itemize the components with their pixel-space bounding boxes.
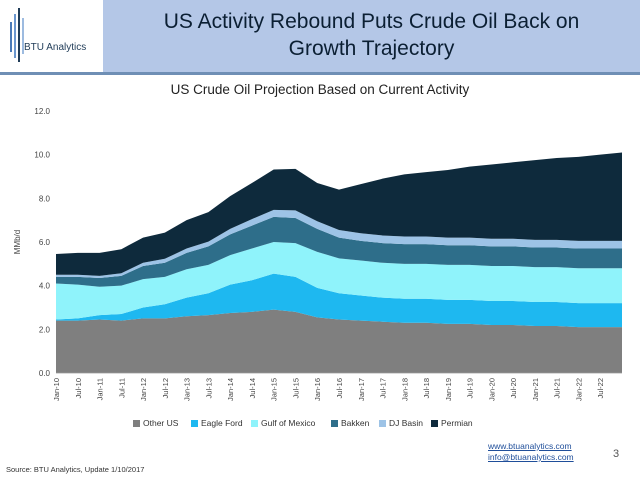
logo: BTU Analytics <box>0 0 103 72</box>
x-tick-label: Jul-20 <box>509 378 518 398</box>
x-tick-label: Jul-13 <box>204 378 213 398</box>
x-tick-label: Jul-19 <box>466 378 475 398</box>
source-note: Source: BTU Analytics, Update 1/10/2017 <box>6 465 145 474</box>
x-tick-label: Jul-22 <box>596 378 605 398</box>
x-tick-label: Jul-17 <box>379 378 388 398</box>
legend-label-bakken: Bakken <box>341 418 370 428</box>
legend-label-permian: Permian <box>441 418 473 428</box>
logo-text: BTU Analytics <box>24 42 87 53</box>
legend-label-dj-basin: DJ Basin <box>389 418 423 428</box>
x-tick-label: Jan-19 <box>444 378 453 401</box>
x-tick-label: Jul-16 <box>335 378 344 398</box>
x-tick-label: Jul-10 <box>74 378 83 398</box>
page-title: US Activity Rebound Puts Crude Oil Back … <box>103 8 640 62</box>
area-bakken <box>56 216 622 287</box>
legend-swatch-gulf-of-mexico <box>251 420 258 427</box>
area-dj-basin <box>56 209 622 279</box>
x-tick-label: Jul-14 <box>248 378 257 398</box>
y-tick-label: 8.0 <box>39 194 51 203</box>
logo-bars-icon <box>10 8 24 62</box>
area-eagle-ford <box>56 273 622 328</box>
x-tick-label: Jan-13 <box>183 378 192 401</box>
title-rule <box>0 72 640 75</box>
legend-swatch-other-us <box>133 420 140 427</box>
legend-label-other-us: Other US <box>143 418 179 428</box>
contact-links: www.btuanalytics.com info@btuanalytics.c… <box>488 441 574 463</box>
x-tick-label: Jan-17 <box>357 378 366 401</box>
y-tick-label: 12.0 <box>34 107 50 116</box>
email-link[interactable]: info@btuanalytics.com <box>488 452 574 462</box>
area-other-us <box>56 309 622 373</box>
legend-swatch-bakken <box>331 420 338 427</box>
legend-swatch-eagle-ford <box>191 420 198 427</box>
x-tick-label: Jan-15 <box>270 378 279 401</box>
y-tick-label: 0.0 <box>39 369 51 378</box>
y-tick-label: 4.0 <box>39 282 51 291</box>
title-banner: US Activity Rebound Puts Crude Oil Back … <box>103 0 640 72</box>
x-tick-label: Jan-14 <box>226 378 235 401</box>
x-tick-label: Jan-18 <box>400 378 409 401</box>
legend-swatch-permian <box>431 420 438 427</box>
chart-title: US Crude Oil Projection Based on Current… <box>170 82 470 97</box>
area-permian <box>56 152 622 276</box>
x-tick-label: Jan-10 <box>52 378 61 401</box>
x-tick-label: Jan-11 <box>96 378 105 400</box>
x-tick-label: Jan-21 <box>531 378 540 401</box>
x-tick-label: Jan-16 <box>313 378 322 401</box>
page-title-line1: US Activity Rebound Puts Crude Oil Back … <box>163 10 580 33</box>
page-title-line2: Growth Trajectory <box>288 37 455 60</box>
y-axis-label: MMb/d <box>13 230 22 254</box>
website-link[interactable]: www.btuanalytics.com <box>488 441 572 451</box>
y-tick-label: 10.0 <box>34 151 50 160</box>
x-tick-label: Jul-21 <box>553 378 562 398</box>
legend-label-eagle-ford: Eagle Ford <box>201 418 243 428</box>
x-tick-label: Jul-18 <box>422 378 431 398</box>
area-gulf-of-mexico <box>56 242 622 320</box>
y-tick-label: 2.0 <box>39 325 51 334</box>
legend-swatch-dj-basin <box>379 420 386 427</box>
legend-label-gulf-of-mexico: Gulf of Mexico <box>261 418 316 428</box>
x-tick-label: Jul-11 <box>117 378 126 398</box>
x-tick-label: Jul-15 <box>291 378 300 398</box>
x-tick-label: Jan-22 <box>574 378 583 401</box>
x-tick-label: Jul-12 <box>161 378 170 398</box>
y-tick-label: 6.0 <box>39 238 51 247</box>
x-tick-label: Jan-12 <box>139 378 148 401</box>
page-number: 3 <box>613 448 620 460</box>
x-tick-label: Jan-20 <box>487 378 496 401</box>
stacked-area-chart: 0.0 2.0 4.0 6.0 8.0 10.0 12.0 MMb/d Jan-10 Jul-10… <box>13 107 622 428</box>
